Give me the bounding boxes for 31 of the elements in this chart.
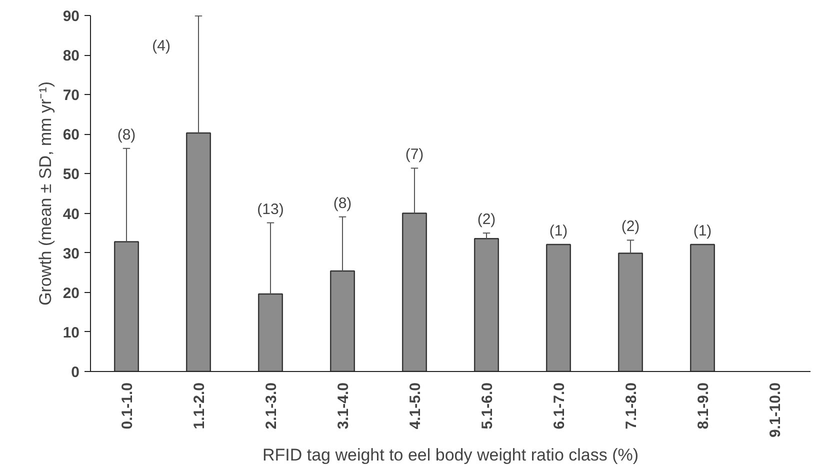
annotation: (7) xyxy=(405,146,424,164)
annotation: (2) xyxy=(621,218,640,236)
y-tick-label: 50 xyxy=(62,166,80,184)
y-tick-label: 0 xyxy=(71,364,80,381)
y-tick-label: 30 xyxy=(62,245,80,262)
x-axis-title: RFID tag weight to eel body weight ratio class (%) xyxy=(262,446,639,465)
y-tick-label: 90 xyxy=(62,8,80,25)
x-tick-label: 0.1-1.0 xyxy=(119,382,136,430)
x-tick-label: 4.1-5.0 xyxy=(407,382,424,430)
x-tick-label: 7.1-8.0 xyxy=(623,382,640,430)
y-tick-label: 10 xyxy=(62,324,80,342)
annotation: (4) xyxy=(152,37,171,54)
x-tick-label: 1.1-2.0 xyxy=(191,382,208,430)
y-tick-label: 70 xyxy=(62,87,80,104)
annotation: (1) xyxy=(549,222,568,240)
y-tick-label: 40 xyxy=(62,206,80,223)
x-tick-label: 6.1-7.0 xyxy=(551,382,568,430)
x-tick-label: 8.1-9.0 xyxy=(695,382,712,430)
x-tick-label: 5.1-6.0 xyxy=(479,382,496,430)
y-axis-title: Growth (mean ± SD, mm yr⁻¹) xyxy=(36,81,55,306)
annotation: (13) xyxy=(257,200,284,218)
y-tick-label: 60 xyxy=(62,126,80,144)
annotation: (1) xyxy=(693,222,712,240)
x-tick-label: 2.1-3.0 xyxy=(263,382,280,430)
annotation: (8) xyxy=(333,194,352,212)
x-tick-label: 9.1-10.0 xyxy=(767,382,784,438)
annotation: (8) xyxy=(117,126,136,144)
x-tick-label: 3.1-4.0 xyxy=(335,382,352,430)
y-tick-label: 20 xyxy=(62,284,80,302)
y-tick-label: 80 xyxy=(62,48,80,65)
annotation: (2) xyxy=(477,211,496,228)
